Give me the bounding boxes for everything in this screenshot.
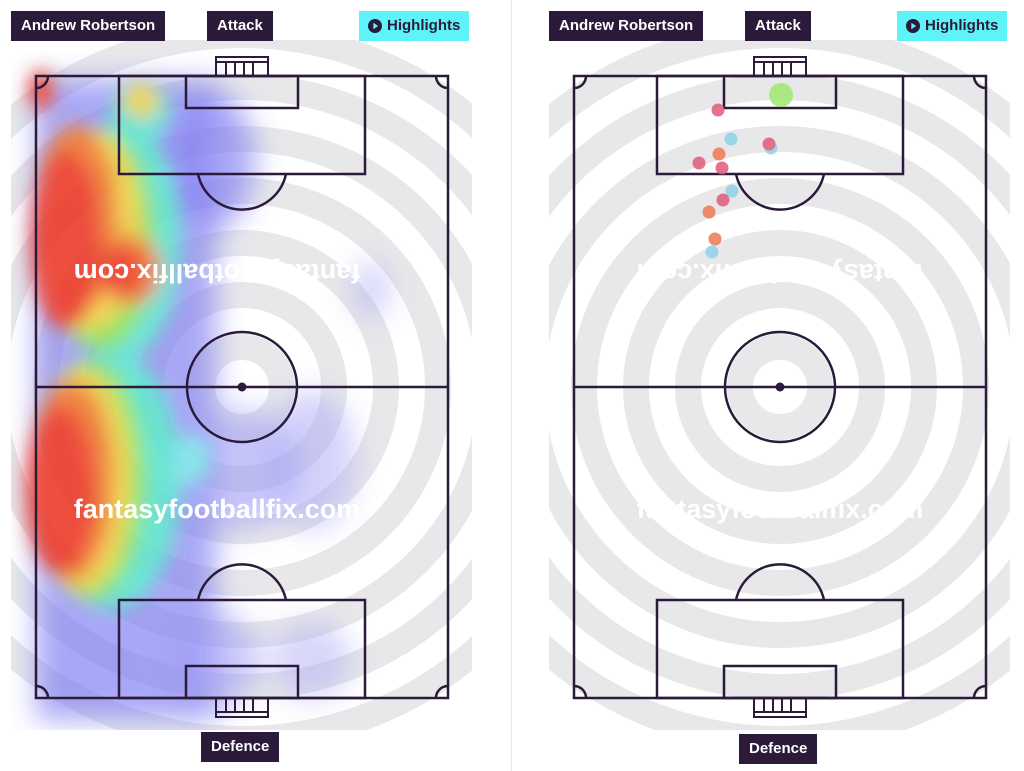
shot-marker[interactable] — [724, 132, 738, 146]
panel-divider — [511, 0, 512, 771]
shot-marker[interactable] — [715, 161, 729, 175]
goal-bottom — [215, 697, 269, 718]
player-name-tag: Andrew Robertson — [549, 11, 704, 41]
shotmap-panel: fantasyfootballfix.com fantasyfootballfi… — [538, 0, 1024, 771]
attack-label: Attack — [207, 11, 273, 41]
shot-marker[interactable] — [692, 156, 706, 170]
shot-marker[interactable] — [725, 184, 739, 198]
defence-label: Defence — [739, 734, 818, 764]
shot-marker[interactable] — [716, 193, 730, 207]
goal-top — [753, 56, 807, 77]
shot-marker[interactable] — [705, 245, 719, 259]
shot-marker[interactable] — [708, 232, 722, 246]
goal-marker[interactable] — [769, 83, 793, 107]
play-circle-icon — [906, 19, 920, 33]
watermark: fantasyfootballfix.com — [637, 494, 924, 524]
goal-bottom — [753, 697, 807, 718]
highlights-label: Highlights — [387, 17, 461, 34]
shot-marker[interactable] — [702, 205, 716, 219]
player-name-tag: Andrew Robertson — [11, 11, 166, 41]
play-circle-icon — [368, 19, 382, 33]
goal-top — [215, 56, 269, 77]
heatmap-pitch: fantasyfootballfix.com fantasyfootballfi… — [11, 40, 472, 730]
defence-label: Defence — [201, 732, 280, 762]
centre-spot — [237, 382, 247, 392]
watermark: fantasyfootballfix.com — [74, 494, 361, 524]
watermark-mirrored: fantasyfootballfix.com — [637, 258, 924, 288]
shot-marker[interactable] — [712, 147, 726, 161]
highlights-button[interactable]: Highlights — [897, 11, 1008, 41]
highlights-button[interactable]: Highlights — [359, 11, 470, 41]
attack-label: Attack — [745, 11, 811, 41]
shot-marker[interactable] — [711, 103, 725, 117]
shot-markers — [692, 83, 793, 259]
watermark-mirrored: fantasyfootballfix.com — [74, 258, 361, 288]
heatmap-panel: fantasyfootballfix.com fantasyfootballfi… — [0, 0, 502, 771]
highlights-label: Highlights — [925, 17, 999, 34]
centre-spot — [775, 382, 785, 392]
heatmap-layer — [26, 70, 391, 720]
shotmap-pitch: fantasyfootballfix.com fantasyfootballfi… — [549, 40, 1010, 730]
shot-marker[interactable] — [762, 137, 776, 151]
